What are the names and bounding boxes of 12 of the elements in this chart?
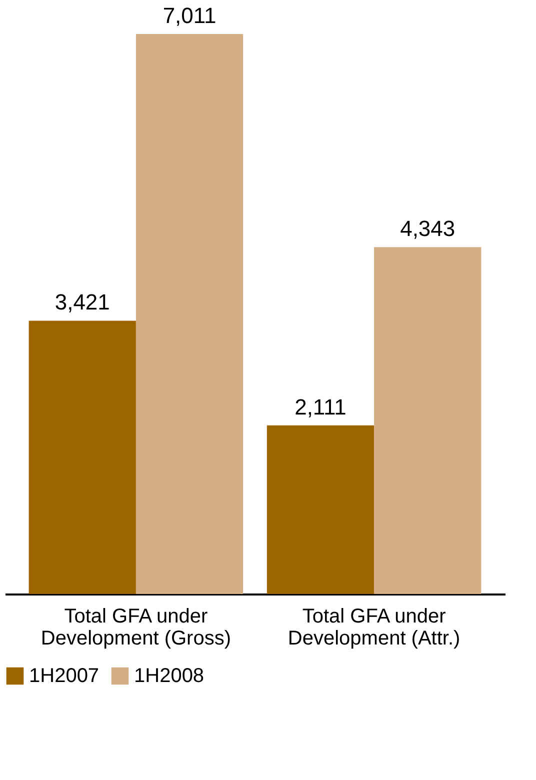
x-tick-label: Total GFA under Development (Attr.) [288,606,460,650]
legend-label: 1H2007 [29,665,100,687]
bar [28,320,136,594]
bar [374,247,482,594]
data-label: 4,343 [400,216,456,242]
x-tick-label: Total GFA under Development (Gross) [40,606,231,650]
data-label: 7,011 [162,3,216,28]
bar [266,425,374,594]
legend-label: 1H2008 [134,665,204,687]
bar [136,34,244,594]
data-label: 3,421 [54,290,110,315]
data-label: 2,111 [294,394,346,420]
